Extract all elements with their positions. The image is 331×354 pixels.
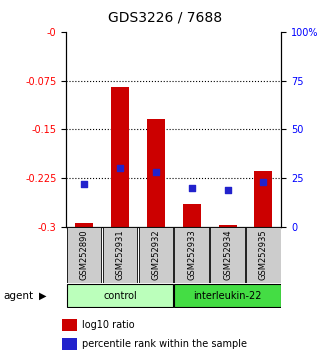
Text: GSM252890: GSM252890 (80, 229, 89, 280)
Bar (103, 227, 137, 282)
Bar (139, 227, 173, 282)
Bar (211, 227, 245, 282)
Text: percentile rank within the sample: percentile rank within the sample (82, 339, 247, 349)
Text: GSM252935: GSM252935 (259, 229, 268, 280)
Text: agent: agent (3, 291, 33, 301)
Text: GSM252932: GSM252932 (151, 229, 160, 280)
Bar (174, 285, 281, 307)
Bar (174, 227, 209, 282)
Text: control: control (103, 291, 137, 301)
Bar (62, 319, 77, 331)
Bar (67, 285, 173, 307)
Bar (255, 171, 272, 227)
Point (225, 187, 230, 193)
Point (189, 185, 194, 190)
Bar (147, 120, 165, 227)
Text: GSM252931: GSM252931 (116, 229, 124, 280)
Point (81, 181, 87, 187)
Bar (218, 225, 237, 227)
Text: GSM252933: GSM252933 (187, 229, 196, 280)
Text: ▶: ▶ (39, 291, 47, 301)
Point (153, 169, 159, 175)
Bar (67, 227, 101, 282)
Bar (246, 227, 281, 282)
Text: GDS3226 / 7688: GDS3226 / 7688 (109, 11, 222, 25)
Text: GSM252934: GSM252934 (223, 229, 232, 280)
Bar (111, 87, 129, 227)
Text: log10 ratio: log10 ratio (82, 320, 135, 330)
Point (117, 165, 122, 171)
Text: interleukin-22: interleukin-22 (193, 291, 262, 301)
Bar (75, 223, 93, 227)
Bar (183, 204, 201, 227)
Point (261, 179, 266, 185)
Bar (62, 338, 77, 350)
